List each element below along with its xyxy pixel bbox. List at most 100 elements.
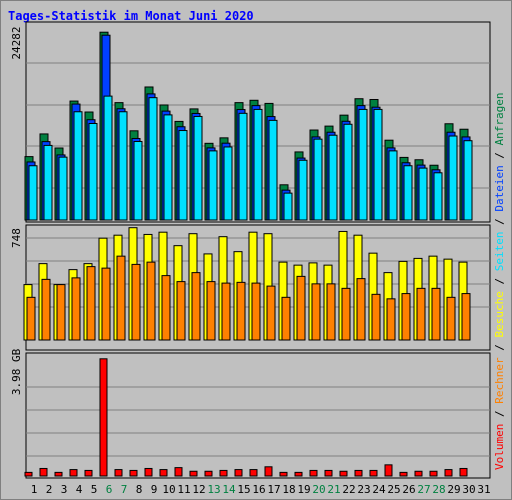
bar-rechner-day-27 bbox=[416, 287, 426, 341]
bar-volumen-day-14 bbox=[219, 469, 228, 477]
bar-rechner-day-16 bbox=[251, 282, 261, 341]
bar-seiten-day-7 bbox=[118, 111, 128, 221]
bar-seiten-day-8 bbox=[133, 140, 143, 221]
bar-seiten-day-5 bbox=[88, 122, 98, 221]
bar-seiten-day-28 bbox=[433, 172, 443, 221]
bar-rechner-day-8 bbox=[131, 263, 141, 341]
day-label-5: 5 bbox=[91, 483, 98, 496]
bar-seiten-day-26 bbox=[403, 165, 413, 221]
bar-volumen-day-22 bbox=[339, 470, 348, 477]
bar-seiten-day-3 bbox=[58, 156, 68, 221]
bar-seiten-day-27 bbox=[418, 167, 428, 221]
right-legend: Volumen / Rechner / Besuche / Seiten / D… bbox=[493, 92, 506, 470]
bar-seiten-day-21 bbox=[328, 134, 338, 221]
bar-rechner-day-26 bbox=[401, 293, 411, 341]
bar-volumen-day-25 bbox=[384, 464, 393, 477]
bar-volumen-day-5 bbox=[84, 469, 93, 477]
bar-seiten-day-10 bbox=[163, 114, 173, 221]
bar-volumen-day-24 bbox=[369, 469, 378, 477]
day-label-22: 22 bbox=[342, 483, 355, 496]
bar-rechner-day-10 bbox=[161, 275, 171, 341]
day-label-27: 27 bbox=[417, 483, 430, 496]
bar-rechner-day-5 bbox=[86, 266, 96, 341]
bar-seiten-day-6 bbox=[103, 95, 113, 221]
day-label-3: 3 bbox=[61, 483, 68, 496]
day-label-24: 24 bbox=[372, 483, 386, 496]
day-label-6: 6 bbox=[106, 483, 113, 496]
bar-seiten-day-25 bbox=[388, 150, 398, 221]
bar-rechner-day-4 bbox=[71, 277, 81, 341]
day-label-28: 28 bbox=[432, 483, 445, 496]
day-label-9: 9 bbox=[151, 483, 158, 496]
bar-rechner-day-20 bbox=[311, 283, 321, 341]
bar-volumen-day-8 bbox=[129, 469, 138, 477]
bar-seiten-day-9 bbox=[148, 97, 158, 221]
bar-volumen-day-10 bbox=[159, 469, 168, 477]
bar-seiten-day-11 bbox=[178, 130, 188, 221]
legend-anfragen: Anfragen bbox=[493, 92, 506, 145]
bar-volumen-day-11 bbox=[174, 467, 183, 477]
bar-rechner-day-18 bbox=[281, 296, 291, 341]
bar-rechner-day-24 bbox=[371, 293, 381, 341]
panel-volume-box bbox=[25, 352, 491, 479]
y-axis-max-label-2: 748 bbox=[10, 228, 23, 248]
bar-rechner-day-28 bbox=[431, 287, 441, 341]
bar-volumen-day-20 bbox=[309, 469, 318, 477]
bar-seiten-day-29 bbox=[448, 135, 458, 221]
legend-/: / bbox=[493, 271, 506, 291]
bar-rechner-day-11 bbox=[176, 281, 186, 341]
legend-volumen: Volumen bbox=[493, 424, 506, 470]
legend-/: / bbox=[493, 212, 506, 232]
bar-seiten-day-30 bbox=[463, 140, 473, 221]
bar-rechner-day-17 bbox=[266, 285, 276, 341]
day-label-26: 26 bbox=[402, 483, 415, 496]
bar-seiten-day-15 bbox=[238, 112, 248, 221]
day-label-16: 16 bbox=[252, 483, 265, 496]
day-label-31: 31 bbox=[477, 483, 490, 496]
bar-volumen-day-29 bbox=[444, 469, 453, 477]
bar-volumen-day-19 bbox=[294, 471, 303, 477]
day-label-11: 11 bbox=[177, 483, 190, 496]
bar-seiten-day-20 bbox=[313, 138, 323, 221]
day-label-8: 8 bbox=[136, 483, 143, 496]
bar-seiten-day-2 bbox=[43, 144, 53, 221]
bar-rechner-day-22 bbox=[341, 287, 351, 341]
legend-besuche: Besuche bbox=[493, 291, 506, 337]
bar-volumen-day-21 bbox=[324, 469, 333, 477]
bar-volumen-day-6 bbox=[99, 358, 108, 477]
bar-rechner-day-14 bbox=[221, 282, 231, 341]
legend-/: / bbox=[493, 145, 506, 165]
bar-rechner-day-6 bbox=[101, 267, 111, 341]
bar-rechner-day-25 bbox=[386, 298, 396, 341]
day-label-19: 19 bbox=[297, 483, 310, 496]
bar-volumen-day-23 bbox=[354, 469, 363, 477]
bar-seiten-day-19 bbox=[298, 159, 308, 221]
bar-seiten-day-22 bbox=[343, 123, 353, 221]
bar-seiten-day-23 bbox=[358, 108, 368, 221]
bar-seiten-day-24 bbox=[373, 108, 383, 221]
bar-rechner-day-12 bbox=[191, 272, 201, 341]
day-label-30: 30 bbox=[462, 483, 475, 496]
day-label-29: 29 bbox=[447, 483, 460, 496]
bar-volumen-day-30 bbox=[459, 467, 468, 477]
day-label-1: 1 bbox=[31, 483, 38, 496]
bar-volumen-day-13 bbox=[204, 470, 213, 477]
day-label-21: 21 bbox=[327, 483, 340, 496]
bar-rechner-day-30 bbox=[461, 293, 471, 341]
chart-title: Tages-Statistik im Monat Juni 2020 bbox=[8, 9, 254, 23]
bar-seiten-day-14 bbox=[223, 146, 233, 221]
bar-rechner-day-23 bbox=[356, 278, 366, 341]
bar-volumen-day-1 bbox=[24, 471, 33, 477]
day-label-25: 25 bbox=[387, 483, 400, 496]
day-label-7: 7 bbox=[121, 483, 128, 496]
legend-seiten: Seiten bbox=[493, 232, 506, 272]
bar-rechner-day-2 bbox=[41, 278, 51, 341]
bar-rechner-day-19 bbox=[296, 275, 306, 341]
bar-volumen-day-27 bbox=[414, 470, 423, 477]
bar-seiten-day-12 bbox=[193, 115, 203, 221]
bar-volumen-day-3 bbox=[54, 471, 63, 477]
bar-rechner-day-9 bbox=[146, 261, 156, 341]
bar-volumen-day-2 bbox=[39, 467, 48, 477]
legend-/: / bbox=[493, 404, 506, 424]
